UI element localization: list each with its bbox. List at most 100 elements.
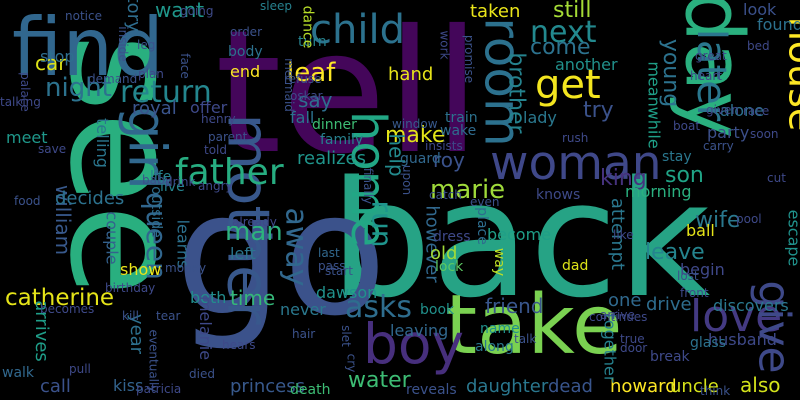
word-bed: bed [747,39,770,53]
word-patricia: patricia [136,382,182,396]
word-boat: boat [673,119,701,133]
word-hair: hair [292,327,316,341]
word-leaf: leaf [287,58,336,88]
word-oskar: oskar [290,89,323,103]
word-man: man [225,217,283,247]
word-another: another [555,55,618,74]
word-escape: escape [784,209,800,267]
word-name: name [480,321,520,337]
word-take: take [445,278,623,373]
word-hand: hand [388,64,434,85]
word-try: try [583,98,614,123]
word-howard: howard [610,376,677,397]
word-fall: fall [290,108,315,127]
word-pass: pass [318,259,346,273]
word-told: told [204,143,227,157]
word-king: king [600,166,647,191]
word-carry: carry [703,139,734,153]
word-door: door [620,341,648,355]
word-go: go [175,156,387,354]
word-uncle: uncle [670,376,719,397]
word-order: order [230,25,262,39]
word-want: want [155,0,205,22]
word-train: train [445,110,478,126]
word-family: family [320,132,364,148]
word-talking: talking [0,95,41,109]
word-baby: baby [142,173,172,187]
word-place: place [473,207,490,245]
word-dad: dad [562,258,589,274]
word-plan: plan [138,67,164,81]
word-begin: begin [680,260,725,279]
word-alone: alone [720,101,765,120]
word-away: away [278,207,314,287]
word-party: party [707,123,750,142]
word-melanie: melanie [196,295,216,361]
word-glass: glass [690,335,726,351]
word-even: even [470,195,500,209]
word-end: end [230,62,261,81]
word-promise: promise [462,34,477,84]
word-notice: notice [65,9,102,23]
word-child: child [310,7,405,53]
word-pool: pool [736,212,762,226]
word-break: break [650,349,690,365]
word-give: give [748,280,800,374]
word-dawson: dawson [316,283,378,302]
word-drink: drink [165,175,196,189]
word-father: father [175,152,284,193]
word-wake: wake [440,123,477,139]
word-come: come [530,35,591,60]
word-way: way [491,247,508,277]
word-window: window [392,117,438,131]
word-roy: roy [433,148,465,172]
word-like: like [613,228,634,242]
word-died: died [189,367,215,381]
word-call: call [40,376,71,397]
word-old: old [430,243,458,264]
word-kill: kill [122,309,139,323]
word-get: get [535,62,601,108]
word-along: along [475,339,514,355]
word-car: car [35,51,67,75]
word-love: love [690,291,783,342]
word-friend: friend [485,294,544,318]
word-insists: insists [425,139,463,153]
word-walk: walk [2,365,35,381]
word-finally: finally [361,167,376,205]
word-face: face [177,53,192,79]
word-leaving: leaving [390,321,449,340]
word-save: save [38,142,67,156]
word-cry: cry [344,353,359,373]
word-eventually: eventually [146,329,161,393]
word-great: great [695,49,727,63]
word-daughter: daughter [466,376,549,397]
word-true: true [620,332,645,346]
word-marie: marie [430,175,506,205]
word-catherine: catherine [5,285,115,311]
word-offer: offer [190,98,228,117]
word-decides: decides [55,188,125,209]
word-husband: husband [708,330,777,349]
word-think: think [700,384,731,398]
word-meanwhile: meanwhile [644,61,664,149]
word-look: look [743,0,777,19]
word-morning: morning [625,182,692,201]
word-already: already [232,215,277,229]
word-discovers: discovers [713,296,789,315]
word-kiss: kiss [113,376,144,395]
word-still: still [553,0,592,23]
word-arrive: arrive [600,308,635,322]
word-guard: guard [400,151,441,167]
word-dinner: dinner [312,117,357,133]
word-cut: cut [767,171,786,185]
word-back: back [330,146,711,333]
word-princess: princess [230,376,305,397]
word-henry: henry [201,112,236,126]
word-beth: beth [190,288,227,307]
word-one: one [608,290,642,311]
word-knows: knows [536,187,581,203]
word-talk: talk [514,332,537,346]
word-say: say [298,88,333,112]
word-angry: angry [198,179,233,193]
